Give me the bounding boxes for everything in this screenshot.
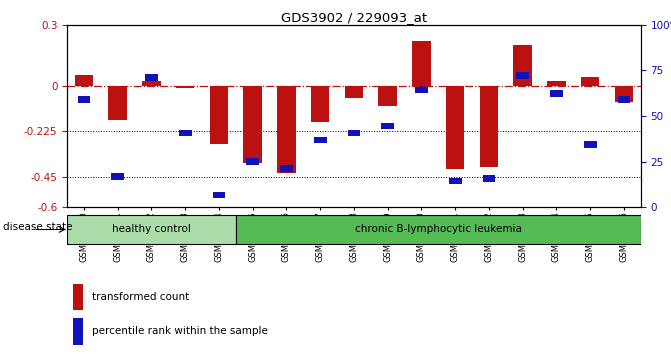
Bar (480, 86, 499, 167)
Bar (277, 86, 296, 173)
Bar (449, 177, 462, 184)
Bar (246, 158, 259, 165)
Bar (415, 86, 428, 93)
Bar (109, 86, 127, 120)
Bar (513, 45, 532, 86)
Title: GDS3902 / 229093_at: GDS3902 / 229093_at (281, 11, 427, 24)
Bar (550, 90, 563, 97)
Text: transformed count: transformed count (92, 292, 189, 302)
Bar (78, 97, 91, 103)
Bar (378, 86, 397, 106)
Bar (67, 215, 236, 244)
Bar (345, 86, 363, 98)
Bar (142, 81, 161, 86)
Bar (209, 86, 228, 144)
Bar (547, 81, 566, 86)
Text: percentile rank within the sample: percentile rank within the sample (92, 326, 268, 336)
Bar (74, 75, 93, 86)
Text: disease state: disease state (3, 222, 73, 232)
Text: healthy control: healthy control (112, 224, 191, 234)
Bar (244, 86, 262, 162)
Bar (73, 319, 83, 344)
Bar (280, 165, 293, 172)
Bar (516, 72, 529, 79)
Bar (111, 173, 124, 180)
Text: chronic B-lymphocytic leukemia: chronic B-lymphocytic leukemia (355, 224, 522, 234)
Bar (617, 97, 630, 103)
Bar (381, 123, 394, 129)
Bar (581, 78, 599, 86)
Bar (145, 74, 158, 81)
Bar (311, 86, 329, 122)
Bar (482, 176, 495, 182)
Bar (213, 192, 225, 198)
Bar (178, 130, 192, 136)
Bar (446, 86, 464, 169)
Bar (176, 86, 195, 87)
Bar (412, 41, 431, 86)
Bar (73, 284, 83, 309)
Bar (236, 215, 641, 244)
Bar (584, 141, 597, 148)
Bar (314, 137, 327, 143)
Bar (348, 130, 360, 136)
Bar (615, 86, 633, 102)
